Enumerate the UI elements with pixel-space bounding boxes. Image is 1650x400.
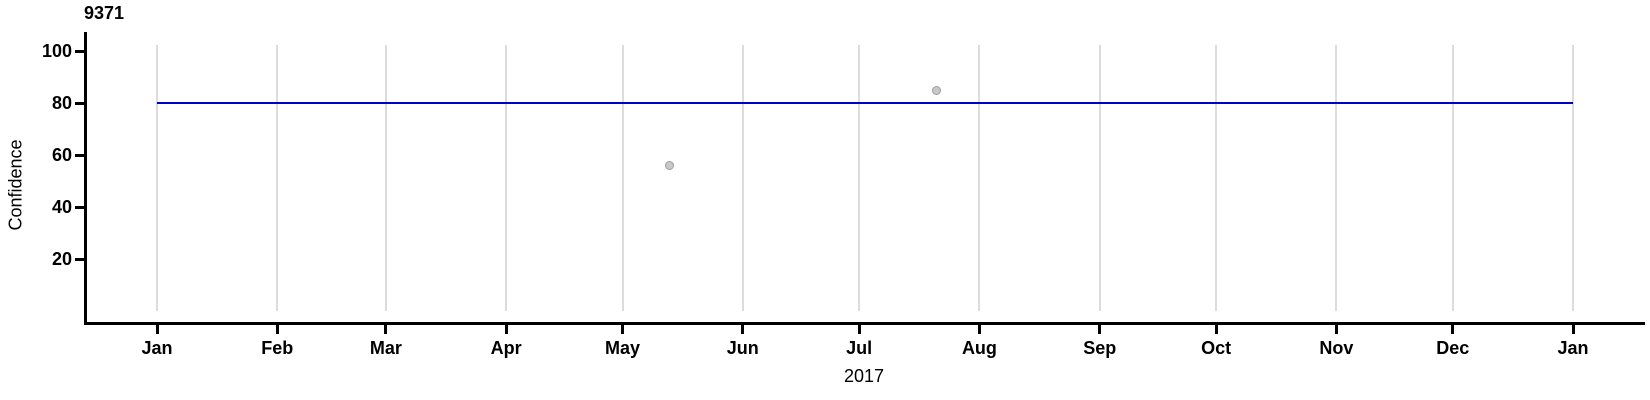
x-tick-mark-3: [504, 325, 508, 334]
x-tick-label-apr-3: Apr: [490, 338, 522, 358]
x-tick-mark-2: [384, 325, 388, 334]
x-tick-mark-11: [1451, 325, 1455, 334]
x-tick-mark-0: [155, 325, 159, 334]
x-tick-mark-7: [977, 325, 981, 334]
y-tick-label-20: 20: [51, 249, 72, 269]
y-tick-mark-60: [75, 153, 85, 157]
month-gridline-jul-6: [858, 45, 861, 311]
x-tick-label-nov-10: Nov: [1319, 338, 1354, 358]
x-tick-label-mar-2: Mar: [369, 338, 402, 358]
x-tick-label-feb-1: Feb: [261, 338, 294, 358]
x-tick-label-aug-7: Aug: [961, 338, 997, 358]
month-gridline-feb-1: [276, 45, 279, 311]
y-tick-mark-100: [75, 49, 85, 53]
y-tick-label-80: 80: [51, 93, 72, 113]
month-gridline-apr-3: [505, 45, 508, 311]
x-tick-label-oct-9: Oct: [1201, 338, 1232, 358]
x-tick-mark-8: [1098, 325, 1102, 334]
month-gridline-aug-7: [978, 45, 981, 311]
x-tick-label-jan-0: Jan: [141, 338, 173, 358]
x-tick-mark-6: [857, 325, 861, 334]
y-axis-line: [84, 32, 87, 325]
month-gridline-may-4: [621, 45, 624, 311]
y-tick-mark-80: [75, 101, 85, 105]
reference-line: [157, 102, 1573, 104]
data-point-2017-05-13: [664, 160, 674, 170]
month-gridline-jan-12: [1572, 45, 1574, 311]
month-gridline-jan-0: [156, 45, 158, 311]
x-tick-mark-10: [1334, 325, 1338, 334]
x-tick-label-jan-12: Jan: [1557, 338, 1589, 358]
x-axis-label: 2017: [843, 366, 885, 386]
x-tick-mark-12: [1571, 325, 1575, 334]
x-tick-mark-5: [741, 325, 745, 334]
month-gridline-sep-8: [1098, 45, 1101, 311]
month-gridline-dec-11: [1451, 45, 1454, 311]
data-point-2017-07-21: [932, 85, 942, 95]
y-tick-mark-40: [75, 205, 85, 209]
x-tick-mark-9: [1214, 325, 1218, 334]
y-tick-label-100: 100: [41, 41, 72, 61]
x-tick-mark-1: [275, 325, 279, 334]
y-tick-label-60: 60: [51, 145, 72, 165]
x-tick-label-may-4: May: [605, 338, 641, 358]
y-tick-label-40: 40: [51, 197, 72, 217]
month-gridline-nov-10: [1335, 45, 1338, 311]
x-tick-mark-4: [621, 325, 625, 334]
y-tick-mark-20: [75, 257, 85, 261]
x-tick-label-jul-6: Jul: [846, 338, 873, 358]
x-tick-label-jun-5: Jun: [726, 338, 759, 358]
x-axis-line: [84, 322, 1645, 325]
month-gridline-oct-9: [1215, 45, 1218, 311]
x-tick-label-sep-8: Sep: [1083, 338, 1117, 358]
chart-title: 9371: [84, 3, 125, 23]
x-tick-label-dec-11: Dec: [1436, 338, 1470, 358]
month-gridline-mar-2: [384, 45, 387, 311]
month-gridline-jun-5: [741, 45, 744, 311]
